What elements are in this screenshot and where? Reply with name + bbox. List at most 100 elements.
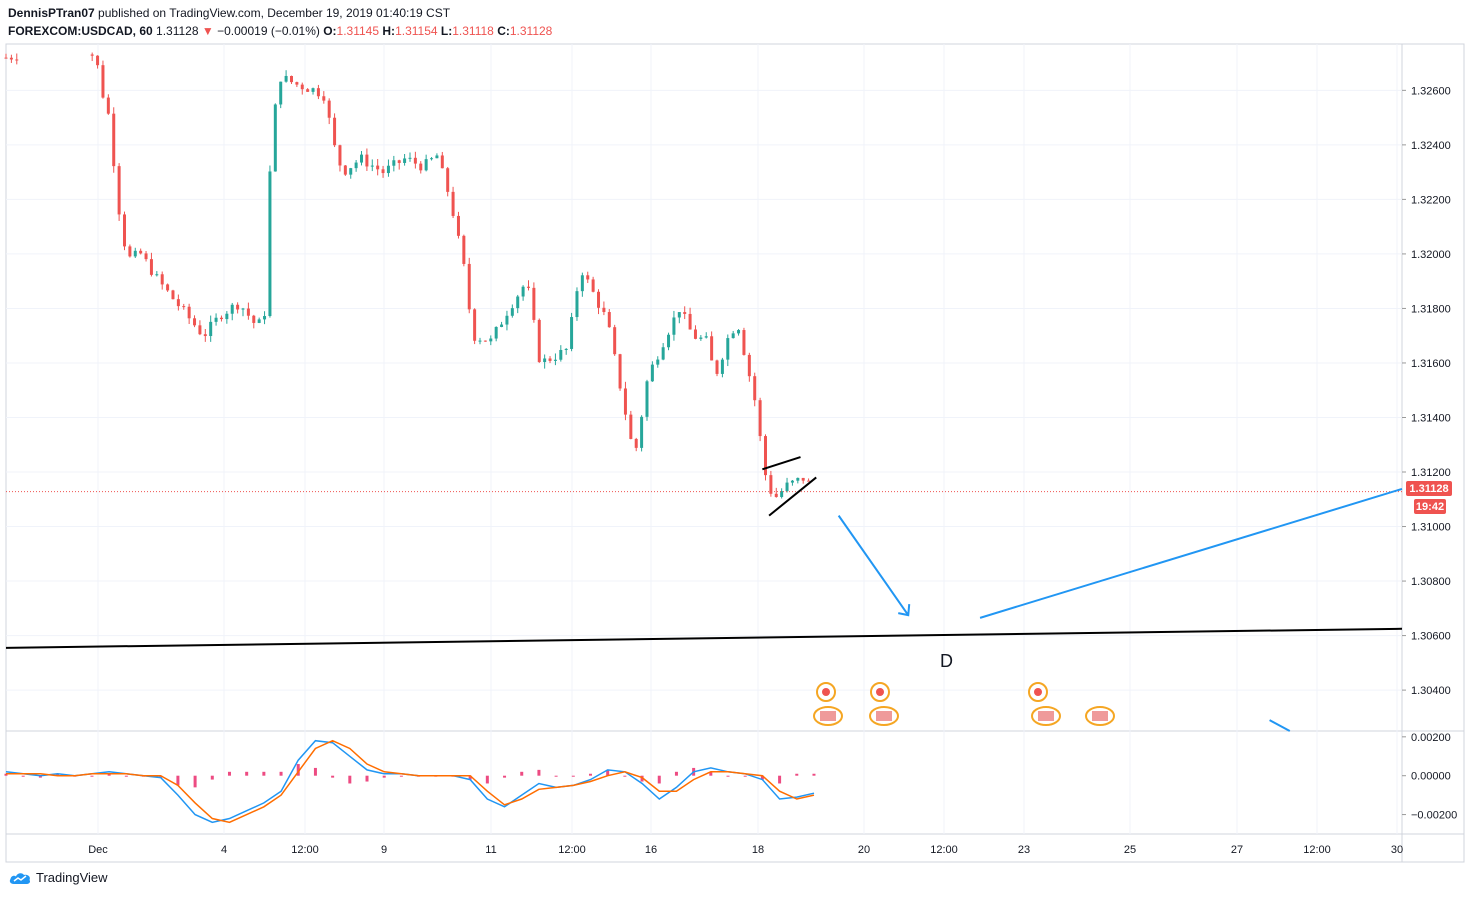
candle-body [9,57,13,60]
candle-body [780,491,784,497]
macd-histogram-bar [485,775,489,784]
support-trendline [5,627,1403,649]
candle-body [505,315,509,325]
flag-stripes-icon [876,711,892,721]
footer-brand[interactable]: TradingView [8,870,108,885]
candle-body [284,75,288,82]
candle-body [392,160,396,166]
candle-body [128,246,132,257]
candle-body [500,324,504,327]
candle-body [203,334,207,337]
price-axis[interactable]: 1.32600 1.32400 1.32200 1.32000 1.31800 1.316… [1402,85,1451,697]
high-label: H: [382,24,396,38]
candle-body [548,358,552,361]
author-name[interactable]: DennisPTran07 [8,6,95,20]
candle-body [790,480,794,483]
close-label: C: [497,24,510,38]
candle-body [90,54,94,56]
symbol-label[interactable]: FOREXCOM:USDCAD, 60 [8,24,153,38]
candle-body [483,340,487,342]
candle-body [268,171,272,317]
candle-body [424,159,428,171]
candle-body [747,354,751,377]
macd-line [5,739,815,824]
x-tick-label: 9 [381,844,387,856]
arrow-down-line [837,515,910,616]
candle-body [133,250,137,257]
macd-histogram-bar [38,775,42,778]
candle-body [726,338,730,360]
high-value: 1.31154 [395,24,438,38]
candle-body [715,360,719,374]
macd-histogram-bar [262,771,266,776]
annotation-letter[interactable]: D [940,651,953,671]
macd-histogram-bar [468,775,472,780]
candle-body [704,336,708,338]
macd-tick-label: 0.00000 [1411,771,1451,783]
macd-indicator: 0.00200 0.00000 −0.00200 [4,732,1457,824]
candle-body [430,158,434,160]
candle-body [699,337,703,339]
flag-stripes-icon [1038,711,1054,721]
candle-body [273,104,277,172]
candle-body [645,381,649,417]
candle-body [386,165,390,174]
macd-histogram-bar [279,771,283,776]
candle-body [478,340,482,342]
candle-body [219,317,223,320]
candle-body [559,349,563,360]
macd-histogram-bar [674,771,678,776]
user-drawings[interactable] [5,456,1403,732]
candle-body [543,358,547,363]
candle-body [494,326,498,339]
y-tick-label: 1.32600 [1411,85,1451,97]
last-price: 1.31128 [156,24,199,38]
x-tick-label: 20 [858,844,870,856]
flag-leaf-icon [1034,688,1042,696]
macd-histogram-bar [606,769,610,776]
candle-body [246,308,250,316]
candle-body [198,325,202,335]
macd-histogram-bar [812,773,816,776]
pennant-upper-line [762,456,801,471]
macd-histogram-bar [743,775,747,777]
x-tick-label: 16 [645,844,657,856]
candle-body [322,96,326,101]
brand-name: TradingView [36,870,108,885]
y-tick-label: 1.30800 [1411,576,1451,588]
candle-body [295,82,299,85]
candle-body [279,81,283,105]
candle-body [796,477,800,481]
candle-body [349,168,353,175]
chart-header: DennisPTran07 published on TradingView.c… [8,4,552,40]
published-text: published on TradingView.com, December 1… [98,6,451,20]
candle-body [618,354,622,389]
candle-body [575,291,579,318]
x-tick-label: 12:00 [291,844,319,856]
macd-histogram-bar [726,775,730,777]
y-tick-label: 1.30600 [1411,631,1451,643]
economic-events[interactable] [813,682,1115,726]
macd-histogram-bar [56,773,60,776]
candle-body [737,330,741,334]
candle-body [516,296,520,309]
candle-body [451,191,455,216]
candle-body [742,330,746,355]
candle-body [263,316,267,320]
time-axis[interactable]: Dec 4 12:00 9 11 12:00 16 18 20 12:00 23 25 27 12:00 3… [88,844,1403,856]
candle-body [15,59,19,61]
candle-body [166,284,170,291]
low-label: L: [440,24,453,38]
candle-body [333,117,337,146]
macd-histogram-bar [571,775,575,777]
candle-body [106,97,110,114]
price-change: −0.00019 (−0.01%) [217,24,320,38]
close-value: 1.31128 [509,24,553,38]
macd-histogram-bar [21,775,25,777]
candle-body [311,88,315,92]
macd-histogram-bar [107,773,111,776]
candle-body [446,168,450,192]
candle-body [640,416,644,448]
candle-body [753,376,757,401]
